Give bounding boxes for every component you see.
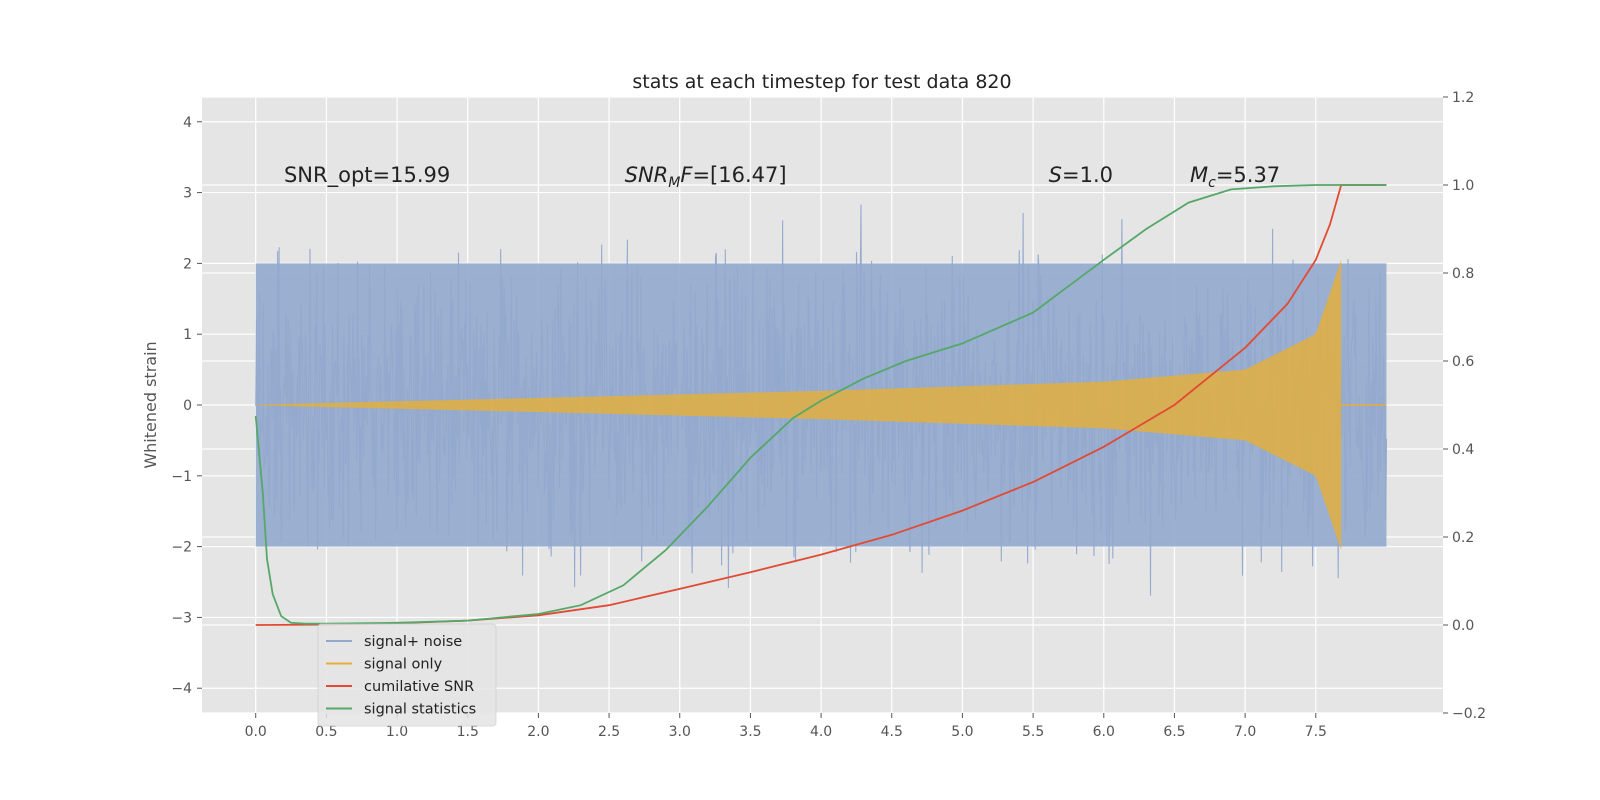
annotation-value: =[16.47] <box>692 163 786 187</box>
x-tick-label: 2.0 <box>527 724 549 740</box>
series-lines <box>254 184 1387 626</box>
x-tick-label: 4.5 <box>881 724 903 740</box>
y-tick-label: 4 <box>183 115 192 131</box>
annotation-symbol: SNR <box>625 163 669 187</box>
annotation-0: SNR_opt=15.99 <box>284 163 450 188</box>
y-tick-label: 2 <box>183 256 192 272</box>
annotation-1: SNRMF=[16.47] <box>625 163 787 191</box>
series-signal-only <box>255 259 1387 551</box>
x-tick-label: 3.5 <box>739 724 761 740</box>
annotation-subscript: M <box>668 175 680 191</box>
x-tick-label: 3.0 <box>669 724 691 740</box>
y2-tick-label: 0.0 <box>1452 618 1474 634</box>
annotation-2: S=1.0 <box>1049 163 1113 187</box>
annotation-3: Mc=5.37 <box>1190 163 1280 191</box>
axes: 0.0 0.5 1.0 1.5 2.0 2.5 3.0 3.5 4.0 4.5 5.0 5.5 6.0 6… <box>171 90 1486 740</box>
signal-statistics-line <box>254 184 1387 625</box>
annotation-value: =5.37 <box>1216 163 1280 187</box>
signal-only-envelope <box>255 259 1342 551</box>
y2-tick-label: 0.4 <box>1452 442 1474 458</box>
y-tick-label: 3 <box>183 186 192 202</box>
x-tick-label: 1.0 <box>386 724 408 740</box>
chart-title: stats at each timestep for test data 820 <box>632 71 1011 93</box>
y-axis-label: Whitened strain <box>141 341 160 468</box>
annotations: SNR_opt=15.99 SNRMF=[16.47] S=1.0 Mc=5.37 <box>284 163 1280 191</box>
x-tick-label: 6.0 <box>1093 724 1115 740</box>
x-tick-label: 2.5 <box>598 724 620 740</box>
x-tick-label: 1.5 <box>457 724 479 740</box>
y-tick-label: −3 <box>171 610 192 626</box>
annotation-text: SNR_opt=15.99 <box>284 163 450 188</box>
legend: signal+ noise signal only cumilative SNR si… <box>317 623 497 727</box>
y-tick-label: −4 <box>171 681 192 697</box>
y2-tick-label: 1.2 <box>1452 90 1474 106</box>
y-tick-label: 0 <box>183 398 192 414</box>
x-tick-label: 4.0 <box>810 724 832 740</box>
y2-tick-label: 0.2 <box>1452 530 1474 546</box>
annotation-symbol: M <box>1190 163 1208 187</box>
annotation-symbol: F <box>680 163 693 187</box>
y-tick-label: 1 <box>183 327 192 343</box>
x-tick-label: 5.0 <box>951 724 973 740</box>
legend-label: cumilative SNR <box>364 679 474 695</box>
legend-label: signal statistics <box>364 702 476 718</box>
x-tick-label: 7.0 <box>1234 724 1256 740</box>
y2-tick-label: 0.8 <box>1452 266 1474 282</box>
legend-label: signal only <box>364 657 443 673</box>
annotation-symbol: S <box>1049 163 1062 187</box>
y2-tick-label: −0.2 <box>1452 706 1486 722</box>
x-tick-label: 7.5 <box>1305 724 1327 740</box>
x-tick-label: 0.0 <box>245 724 267 740</box>
annotation-subscript: c <box>1208 175 1216 191</box>
annotation-value: =1.0 <box>1062 163 1113 187</box>
legend-box <box>317 623 497 727</box>
x-tick-label: 5.5 <box>1022 724 1044 740</box>
y-tick-label: −2 <box>171 540 192 556</box>
legend-label: signal+ noise <box>364 634 462 650</box>
y2-tick-label: 1.0 <box>1452 178 1474 194</box>
x-tick-label: 6.5 <box>1163 724 1185 740</box>
y-tick-label: −1 <box>171 469 192 485</box>
x-tick-label: 0.5 <box>315 724 337 740</box>
y2-tick-label: 0.6 <box>1452 354 1474 370</box>
